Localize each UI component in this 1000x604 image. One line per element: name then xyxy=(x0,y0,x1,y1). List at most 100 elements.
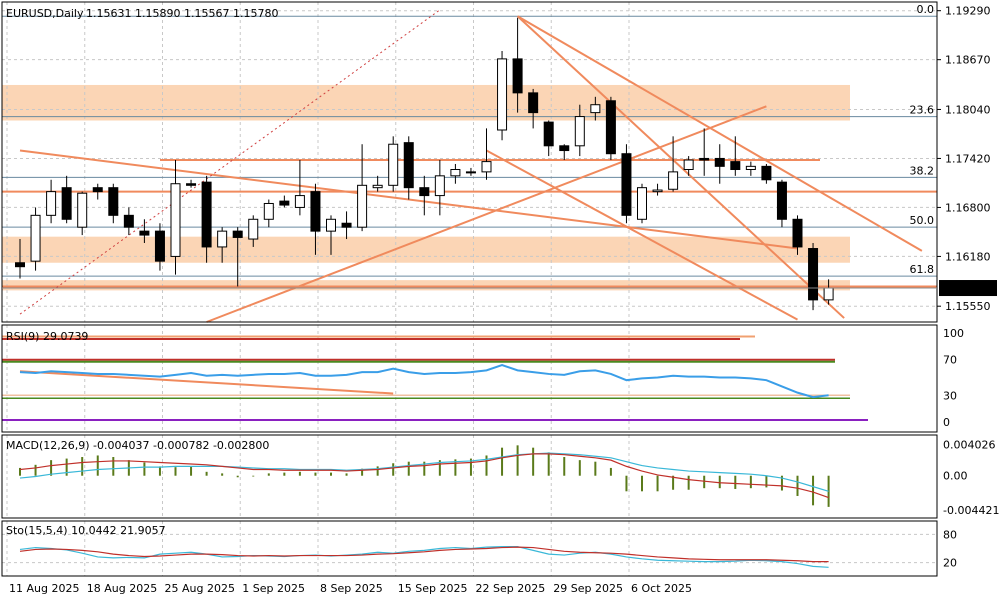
pane-frame-macd xyxy=(1,434,938,519)
date-label: 18 Aug 2025 xyxy=(87,582,157,595)
candle-body xyxy=(186,183,197,186)
macd-main-line xyxy=(19,452,829,492)
price-tick-label: 1.16800 xyxy=(945,201,991,214)
current-price-box xyxy=(939,280,997,297)
candle-body xyxy=(419,187,430,197)
candle-body xyxy=(605,100,616,155)
candle-body xyxy=(263,202,274,220)
date-label: 22 Sep 2025 xyxy=(476,582,546,595)
candle-body xyxy=(668,171,679,190)
price-tick-label: 1.19290 xyxy=(945,5,991,18)
fib-level-label: 50.0 xyxy=(910,214,935,227)
price-zone xyxy=(2,280,850,291)
candle-body xyxy=(170,183,181,257)
candle-body xyxy=(637,187,647,220)
candle-body xyxy=(652,189,663,193)
rsi-line xyxy=(19,363,829,399)
ohlc-values: 1.15631 1.15890 1.15567 1.15780 xyxy=(86,7,278,20)
price-zone xyxy=(2,84,850,121)
candle-body xyxy=(15,262,25,268)
date-label: 1 Sep 2025 xyxy=(242,582,305,595)
rsi-title: RSI(9) 29.0739 xyxy=(6,330,88,343)
candle-body xyxy=(92,187,103,193)
candle-body xyxy=(776,181,787,220)
candle-body xyxy=(528,92,539,114)
price-tick-label: 1.18670 xyxy=(945,54,991,67)
candle-body xyxy=(590,104,601,114)
stoch-level-label: 20 xyxy=(943,557,957,570)
candle-body xyxy=(279,200,290,206)
rsi-level-label: 100 xyxy=(943,327,964,340)
candle-body xyxy=(730,161,741,171)
date-label: 8 Sep 2025 xyxy=(320,582,383,595)
macd-level-label: 0.00 xyxy=(943,470,968,483)
price-tick-label: 1.16180 xyxy=(945,250,991,263)
fib-level-label: 38.2 xyxy=(910,164,935,177)
date-label: 29 Sep 2025 xyxy=(553,582,623,595)
candle-body xyxy=(77,192,88,228)
symbol-title: EURUSD,Daily xyxy=(6,7,84,20)
price-tick-label: 1.18040 xyxy=(945,103,991,116)
date-label: 6 Oct 2025 xyxy=(631,582,692,595)
candle-body xyxy=(139,230,150,236)
candle-body xyxy=(123,214,134,228)
price-tick-label: 1.17420 xyxy=(945,152,991,165)
candle-body xyxy=(61,187,72,220)
price-tick-label: 1.15550 xyxy=(945,300,991,313)
macd-level-label: -0.004421 xyxy=(943,504,999,517)
candle-body xyxy=(217,230,228,248)
candle-body xyxy=(357,184,368,228)
price-zone xyxy=(2,236,850,263)
rsi-trendline xyxy=(19,370,394,395)
candle-body xyxy=(808,248,819,301)
fib-level-label: 0.0 xyxy=(917,3,935,16)
stoch-signal-line xyxy=(19,546,829,563)
candle-body xyxy=(792,218,803,248)
candle-body xyxy=(481,161,492,173)
pane-frame-stoch xyxy=(1,520,938,577)
pane-frame-rsi xyxy=(1,324,938,433)
candle-body xyxy=(683,159,694,171)
candle-body xyxy=(543,121,554,147)
trendline xyxy=(486,149,798,321)
candle-body xyxy=(403,142,414,189)
rsi-level-label: 30 xyxy=(943,389,957,402)
candle-body xyxy=(512,58,523,94)
candle-body xyxy=(761,165,772,181)
candle-body xyxy=(745,165,756,171)
stoch-title: Sto(15,5,4) 10.0442 21.9057 xyxy=(6,524,166,537)
trendline xyxy=(516,15,845,319)
trendline xyxy=(517,15,923,252)
candle-body xyxy=(108,187,119,216)
candle-body xyxy=(574,116,585,147)
macd-level-label: 0.004026 xyxy=(943,438,996,451)
rsi-level-label: 70 xyxy=(943,354,957,367)
candle-body xyxy=(232,230,243,238)
date-label: 15 Sep 2025 xyxy=(398,582,468,595)
candle-body xyxy=(46,191,57,216)
candle-body xyxy=(154,230,165,262)
candle-body xyxy=(699,157,710,161)
candle-body xyxy=(450,169,461,177)
candle-body xyxy=(310,191,321,232)
fib-level-label: 61.8 xyxy=(910,263,935,276)
stoch-level-label: 80 xyxy=(943,528,957,541)
macd-title: MACD(12,26,9) -0.004037 -0.000782 -0.002… xyxy=(6,439,269,452)
candle-body xyxy=(248,218,259,240)
candle-body xyxy=(465,171,476,174)
rsi-level-label: 0 xyxy=(943,416,950,429)
candle-body xyxy=(372,184,383,189)
candle-body xyxy=(30,214,41,262)
current-price-label: 1.15780 xyxy=(943,282,989,295)
candle-body xyxy=(559,145,570,152)
stoch-main-line xyxy=(19,546,829,568)
pane-frame-main xyxy=(1,1,938,323)
candle-body xyxy=(294,195,305,208)
candle-body xyxy=(823,287,834,301)
date-label: 11 Aug 2025 xyxy=(9,582,79,595)
candle-body xyxy=(326,218,336,232)
macd-signal-line xyxy=(19,453,829,499)
candle-body xyxy=(434,175,445,197)
